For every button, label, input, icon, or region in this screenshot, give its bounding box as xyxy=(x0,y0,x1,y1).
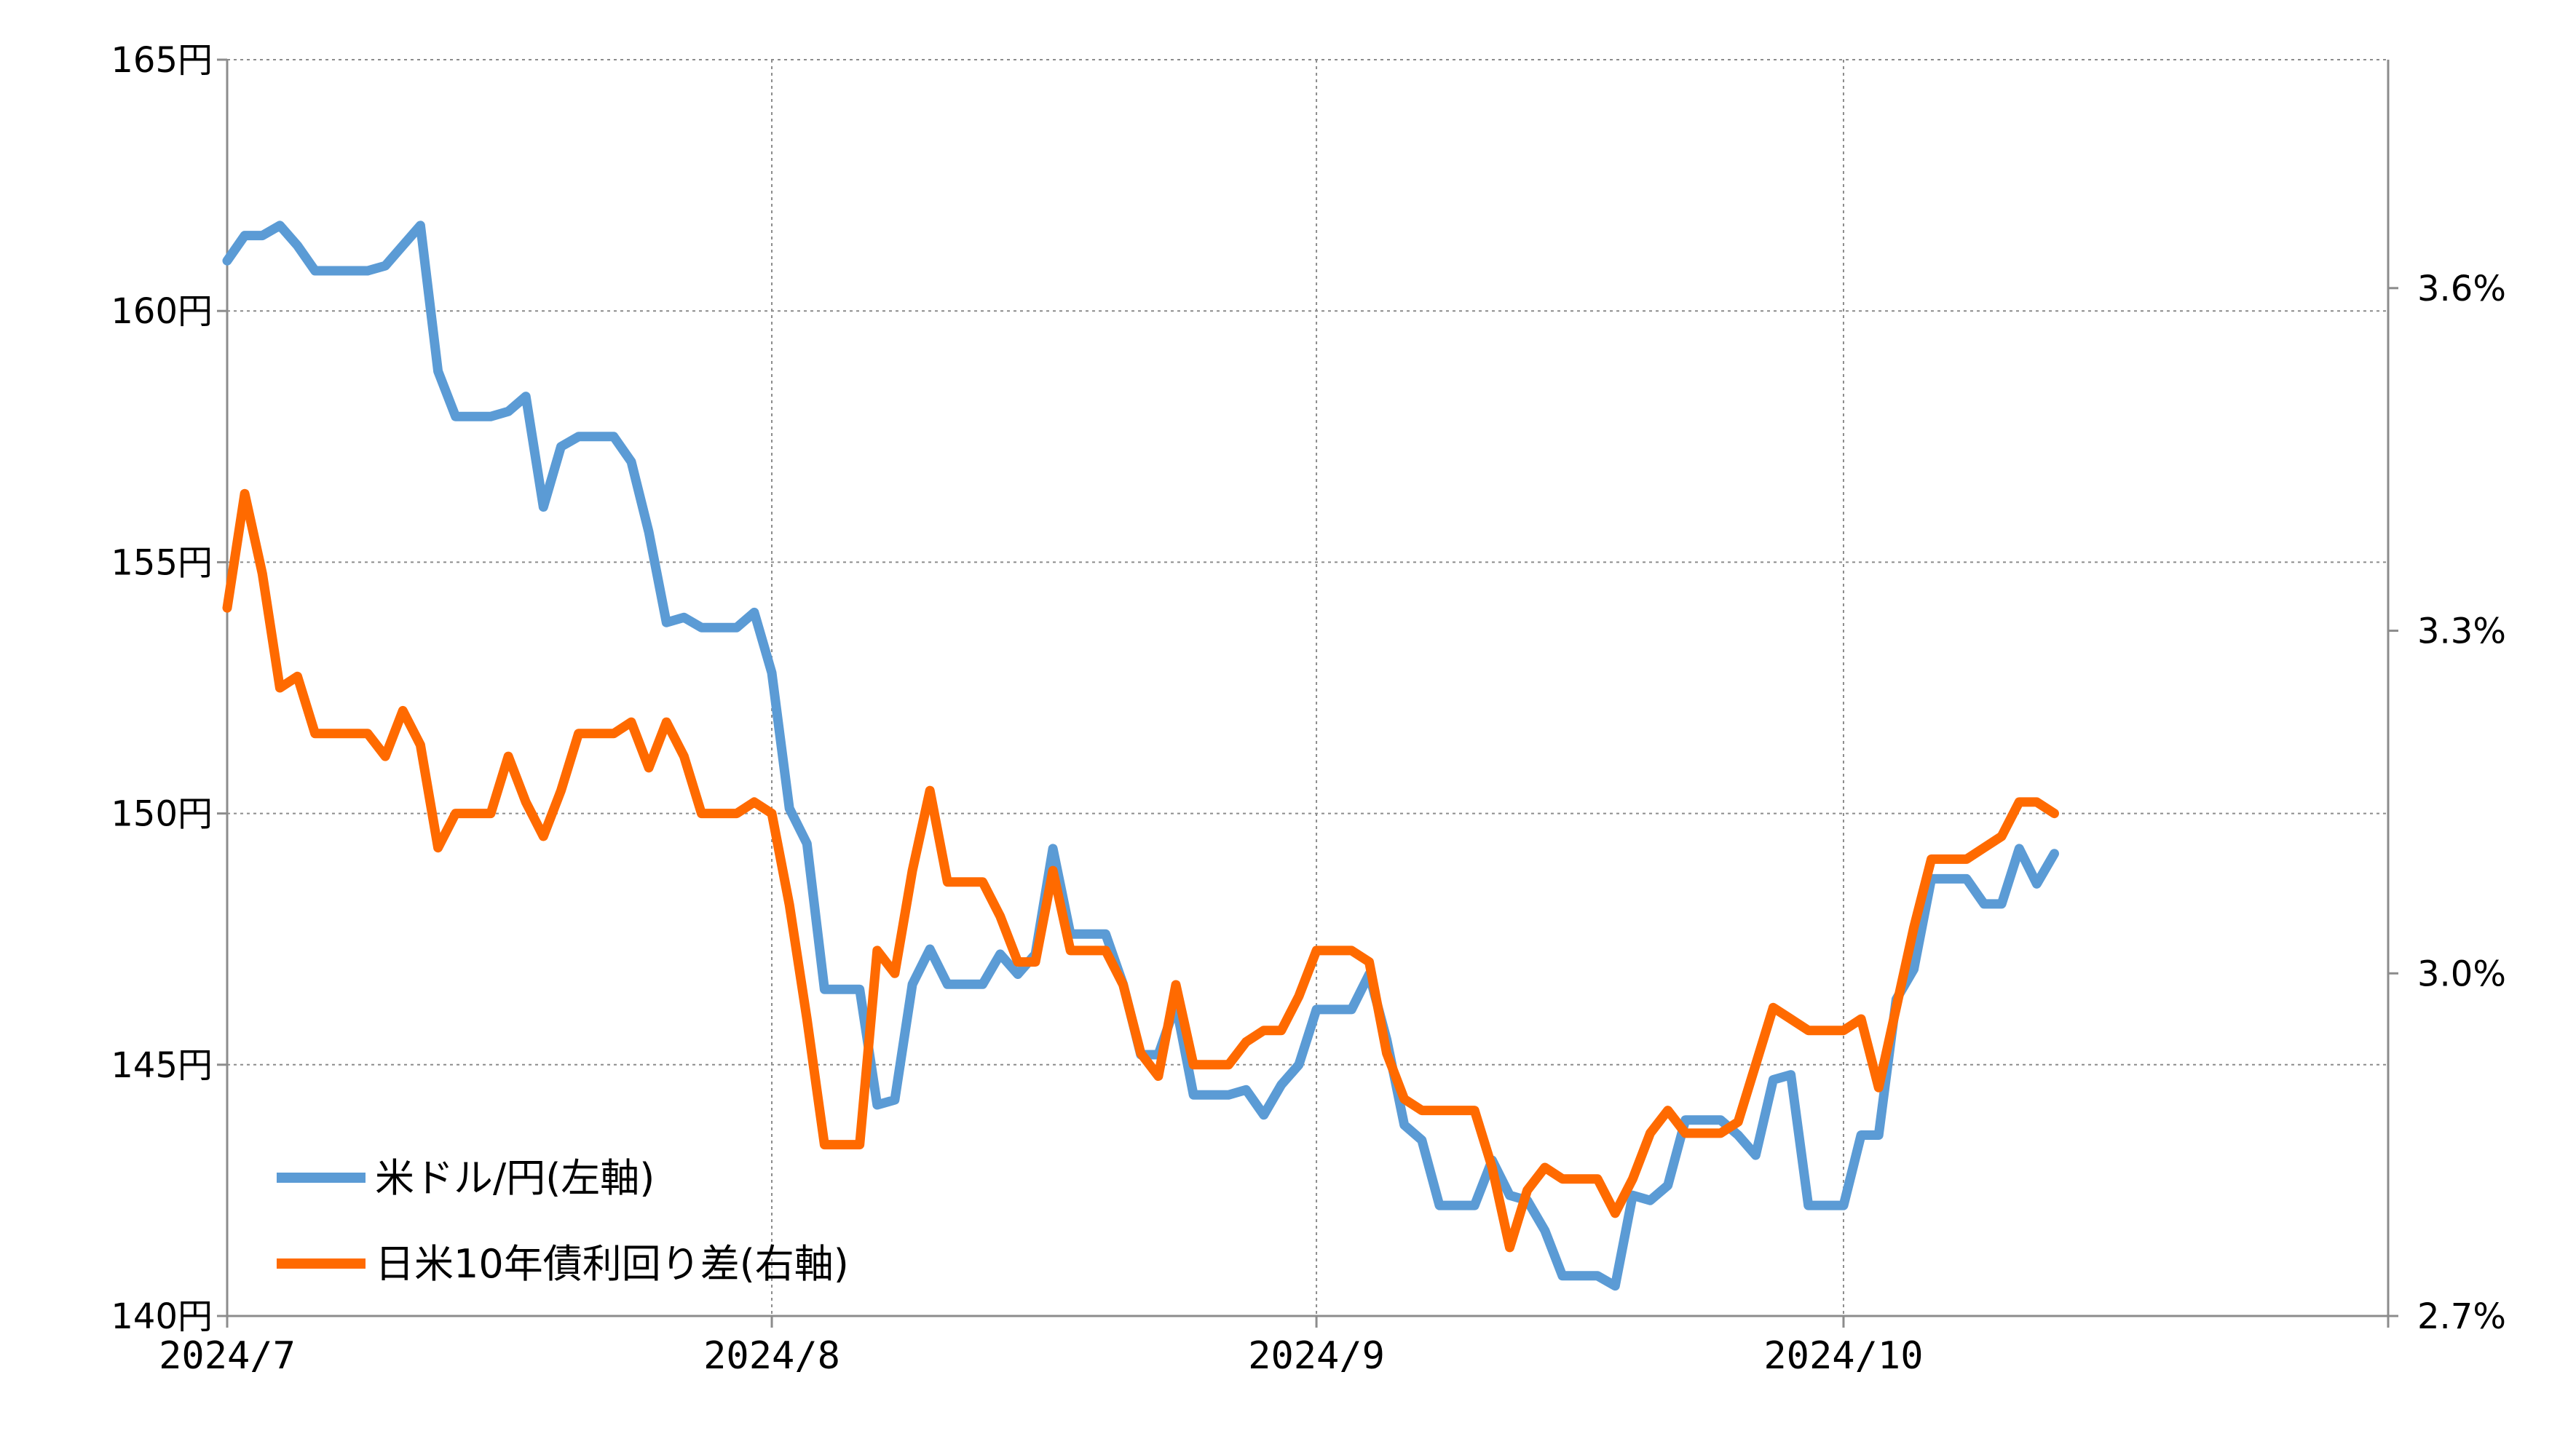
legend: 米ドル/円(左軸) 日米10年債利回り差(右軸) xyxy=(277,1155,849,1287)
y-right-tick-label: 3.0% xyxy=(2417,954,2506,994)
y-left-tick-label: 140円 xyxy=(111,1296,213,1337)
usdjpy-series-line xyxy=(222,221,2059,1291)
x-tick-label: 2024/8 xyxy=(703,1334,840,1378)
axes-layer xyxy=(217,58,2398,1328)
x-tick-label: 2024/7 xyxy=(159,1334,296,1378)
yield-spread-series-line xyxy=(222,488,2059,1253)
y-left-tick-label: 160円 xyxy=(111,291,213,332)
legend-label: 米ドル/円(左軸) xyxy=(375,1155,655,1201)
y-right-tick-label: 2.7% xyxy=(2417,1296,2506,1337)
x-tick-label: 2024/9 xyxy=(1248,1334,1385,1378)
y-right-tick-label: 3.3% xyxy=(2417,611,2506,652)
labels-layer: 165円 160円 155円 150円 145円 140円 3.6% 3.3% 3.0% 2.7%… xyxy=(111,40,2506,1378)
y-left-tick-label: 150円 xyxy=(111,794,213,835)
y-left-tick-label: 145円 xyxy=(111,1045,213,1086)
y-left-tick-label: 165円 xyxy=(111,40,213,81)
series-layer xyxy=(222,221,2059,1291)
legend-label: 日米10年債利回り差(右軸) xyxy=(375,1241,849,1287)
y-right-tick-label: 3.6% xyxy=(2417,269,2506,309)
x-tick-label: 2024/10 xyxy=(1763,1334,1923,1378)
grid-layer xyxy=(227,59,2389,1316)
y-left-tick-label: 155円 xyxy=(111,542,213,583)
